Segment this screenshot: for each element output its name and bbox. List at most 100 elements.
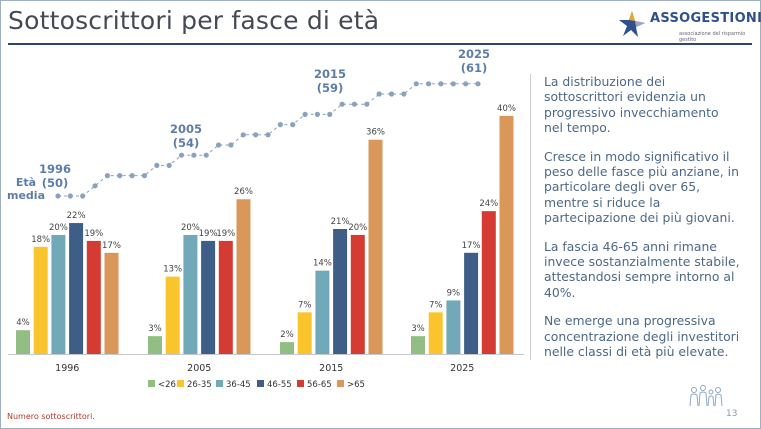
legend-label-36-45: 36-45 <box>226 380 251 390</box>
data-label-2005-26-35: 13% <box>163 265 182 275</box>
age-line-point-18 <box>277 122 283 128</box>
age-line-point-27 <box>388 91 395 97</box>
age-line-point-16 <box>253 132 259 138</box>
age-line-point-13 <box>215 142 222 148</box>
bar-2015-56-65 <box>350 234 365 354</box>
commentary-panel: La distribuzione dei sottoscrittori evid… <box>544 74 740 373</box>
age-line-point-12 <box>203 152 209 158</box>
data-label-2005-36-45: 20% <box>181 223 200 233</box>
logo-text: ASSOGESTIONI <box>650 11 761 26</box>
age-line-point-9 <box>166 162 172 168</box>
age-line-point-28 <box>401 91 407 97</box>
age-line-point-10 <box>178 152 185 158</box>
x-tick-label-1996: 1996 <box>55 363 79 374</box>
bar-2015-36-45 <box>315 270 330 354</box>
bar-2015-26-35 <box>297 312 312 354</box>
bar-2015-46-55 <box>333 229 348 354</box>
data-label-2025-46-55: 17% <box>462 241 481 251</box>
bar-2025-56-65 <box>481 211 496 354</box>
logo-subtitle: associazione del risparmio gestito <box>679 31 746 43</box>
age-line-point-34 <box>475 81 481 87</box>
age-line-point-17 <box>265 132 271 138</box>
age-line-label-0: Età <box>16 176 36 189</box>
bar-1996->65 <box>104 252 119 354</box>
commentary-paragraph-2: Cresce in modo significativo il peso del… <box>544 148 739 226</box>
bar-2005-46-55 <box>201 240 216 354</box>
age-line-point-14 <box>228 142 234 148</box>
data-label-2025-26-35: 7% <box>429 300 443 310</box>
panel-divider <box>530 74 531 360</box>
star-logo-icon <box>619 11 645 37</box>
age-annotation-year-2015: 2015 <box>314 67 346 81</box>
age-line-point-23 <box>339 101 345 107</box>
bar-2025-<26 <box>411 336 425 354</box>
age-line-point-29 <box>413 81 419 87</box>
age-line <box>58 83 478 197</box>
legend-swatch-26-35 <box>177 380 184 387</box>
data-label-2005-46-55: 19% <box>199 229 218 239</box>
bar-2005-36-45 <box>183 234 198 354</box>
bar-1996-26-35 <box>33 246 48 354</box>
age-line-point-15 <box>240 132 246 138</box>
commentary-paragraph-3: La fascia 46-65 anni rimane invece sosta… <box>544 238 740 300</box>
bar-1996-56-65 <box>86 240 101 354</box>
data-label-1996-26-35: 18% <box>31 235 50 245</box>
title-underline <box>8 43 752 45</box>
page-title: Sottoscrittori per fasce di età <box>8 6 380 35</box>
data-label-1996-<26: 4% <box>16 318 30 328</box>
legend-label-<26: <26 <box>158 380 176 390</box>
age-line-point-30 <box>425 81 432 87</box>
legend-swatch-<26 <box>148 380 155 387</box>
data-label-2025-36-45: 9% <box>447 288 461 298</box>
data-label-2015-26-35: 7% <box>298 300 312 310</box>
age-distribution-chart: 4%18%20%22%19%17%19963%13%20%19%19%26%20… <box>7 47 524 390</box>
legend-label-46-55: 46-55 <box>267 380 292 390</box>
legend-swatch-46-55 <box>257 380 264 387</box>
age-annotation-value-2025: (61) <box>461 61 488 75</box>
bar-1996-36-45 <box>51 234 66 354</box>
age-line-point-22 <box>327 111 333 117</box>
footnote: Numero sottoscrittori. <box>7 412 95 421</box>
bar-2015-<26 <box>280 342 294 354</box>
x-tick-label-2005: 2005 <box>187 363 211 374</box>
data-label-1996->65: 17% <box>102 241 121 251</box>
age-line-point-2 <box>80 193 86 199</box>
age-line-point-32 <box>450 81 456 87</box>
x-tick-label-2015: 2015 <box>319 363 343 374</box>
assogestioni-logo: ASSOGESTIONI associazione del risparmio … <box>617 9 761 43</box>
bar-2025-26-35 <box>428 312 443 354</box>
age-annotation-value-2015: (59) <box>317 81 344 95</box>
data-label-2015->65: 36% <box>366 128 385 138</box>
bar-2025-46-55 <box>464 252 479 354</box>
age-line-point-1 <box>67 193 73 199</box>
age-line-point-24 <box>351 101 358 107</box>
data-label-2025-<26: 3% <box>411 324 425 334</box>
bar-2025->65 <box>499 115 514 355</box>
age-line-point-19 <box>290 122 296 128</box>
data-label-2015-46-55: 21% <box>331 217 350 227</box>
age-line-point-5 <box>117 173 123 179</box>
age-line-label-1: media <box>7 189 45 202</box>
x-tick-label-2025: 2025 <box>450 363 474 374</box>
bar-2025-36-45 <box>446 300 461 354</box>
data-label-2005-<26: 3% <box>148 324 162 334</box>
age-line-point-7 <box>141 173 148 179</box>
age-line-point-26 <box>376 91 382 97</box>
data-label-1996-56-65: 19% <box>84 229 103 239</box>
data-label-1996-36-45: 20% <box>49 223 68 233</box>
age-line-point-6 <box>129 173 135 179</box>
bar-2005->65 <box>236 199 251 354</box>
bar-1996-<26 <box>16 330 30 354</box>
data-label-2025-56-65: 24% <box>479 199 498 209</box>
data-label-2005->65: 26% <box>234 187 253 197</box>
age-line-point-3 <box>92 183 98 189</box>
age-line-point-25 <box>364 101 370 107</box>
commentary-paragraph-1: La distribuzione dei sottoscrittori evid… <box>544 74 719 136</box>
legend-swatch-56-65 <box>297 380 304 387</box>
age-line-point-33 <box>463 81 469 87</box>
bar-2005-<26 <box>148 336 162 354</box>
page-number: 13 <box>726 409 738 419</box>
data-label-1996-46-55: 22% <box>67 211 86 221</box>
age-line-point-0 <box>55 193 61 199</box>
age-line-point-11 <box>191 152 197 158</box>
